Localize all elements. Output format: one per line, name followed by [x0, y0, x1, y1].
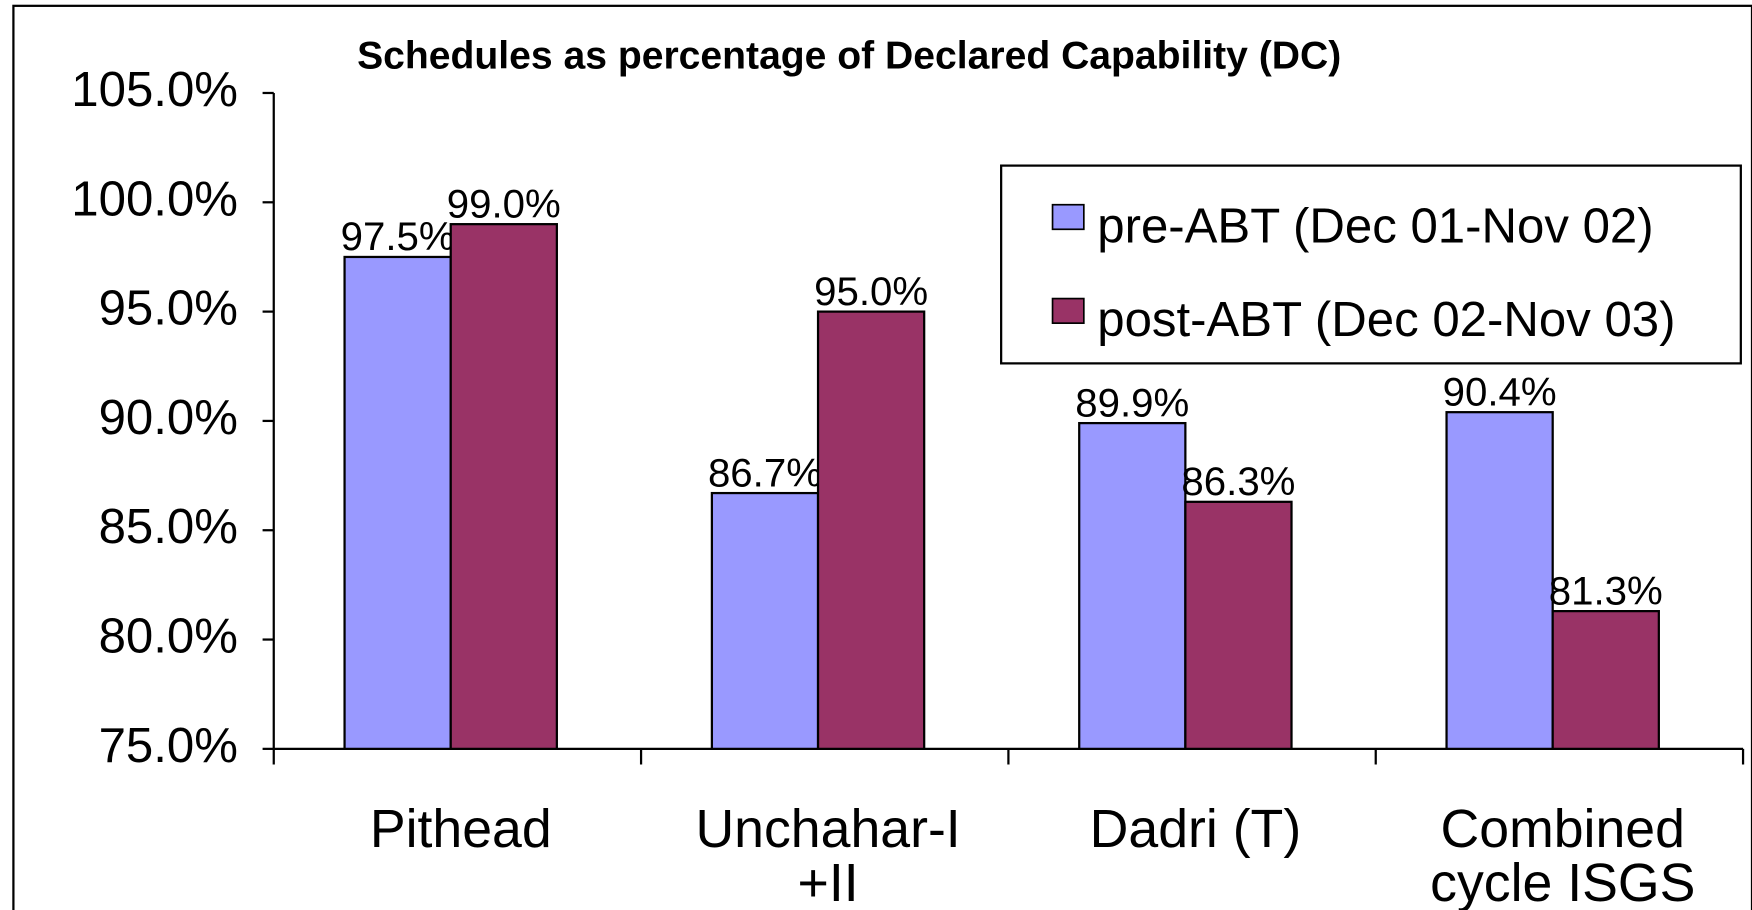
legend-label: pre-ABT (Dec 01-Nov 02) [1097, 198, 1653, 253]
value-label: 86.7% [708, 450, 822, 495]
value-label: 99.0% [447, 181, 561, 226]
bar [1184, 500, 1293, 750]
bar [710, 491, 820, 750]
y-tick-label: 95.0% [99, 281, 238, 336]
legend-box [1000, 164, 1742, 365]
bar [343, 255, 452, 750]
value-label: 81.3% [1549, 568, 1663, 613]
value-label: 89.9% [1075, 380, 1189, 425]
y-tick-label: 100.0% [71, 171, 238, 226]
legend-swatch [1051, 203, 1085, 231]
value-label: 97.5% [341, 214, 455, 259]
y-tick-label: 80.0% [99, 609, 238, 664]
value-label: 95.0% [814, 269, 928, 314]
legend-label: post-ABT (Dec 02-Nov 03) [1097, 292, 1675, 347]
bar [816, 310, 926, 750]
y-tick-label: 75.0% [99, 718, 238, 773]
value-label: 90.4% [1443, 369, 1557, 414]
y-tick-label: 105.0% [71, 62, 238, 117]
bar [1551, 610, 1660, 750]
legend-swatch [1051, 297, 1085, 324]
bar [1078, 421, 1187, 750]
chart-title: Schedules as percentage of Declared Capa… [357, 35, 1341, 78]
x-tick-label: Unchahar-I +II [695, 799, 960, 910]
bar [449, 223, 558, 750]
x-tick-label: Dadri (T) [1090, 799, 1302, 859]
bar [1445, 411, 1554, 750]
value-label: 86.3% [1181, 459, 1295, 504]
y-tick-label: 85.0% [99, 499, 238, 554]
x-tick-label: Pithead [370, 799, 552, 859]
y-tick-label: 90.0% [99, 390, 238, 445]
x-tick-label: Combined cycle ISGS [1430, 799, 1695, 910]
